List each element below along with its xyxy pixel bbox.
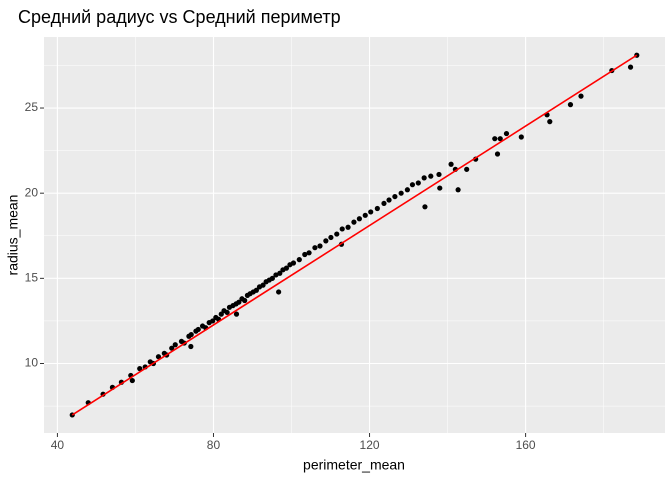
point (283, 265, 290, 271)
x-axis-title: perimeter_mean (303, 457, 405, 473)
point (210, 318, 216, 324)
point (381, 200, 387, 207)
point (518, 134, 524, 140)
point (155, 354, 162, 360)
point (386, 197, 392, 203)
point (236, 299, 242, 305)
point (188, 331, 194, 338)
point (437, 185, 443, 191)
point (627, 64, 634, 70)
point (273, 272, 279, 278)
point (334, 231, 340, 237)
y-tick-label: 10 (25, 356, 39, 370)
point (253, 287, 259, 293)
point (398, 190, 404, 196)
point (306, 250, 312, 256)
point (503, 130, 510, 137)
point (172, 342, 178, 348)
point (260, 282, 266, 288)
point (422, 204, 428, 210)
point (415, 180, 421, 186)
point (290, 260, 297, 266)
point (169, 345, 175, 351)
point (421, 175, 427, 181)
point (368, 209, 374, 215)
point (497, 136, 503, 142)
point (339, 226, 345, 232)
point (137, 366, 143, 372)
point (436, 171, 442, 178)
point (129, 377, 135, 384)
point (345, 224, 351, 230)
point (328, 234, 334, 241)
point (312, 245, 318, 251)
y-tick-label: 20 (25, 185, 39, 199)
point (374, 205, 380, 212)
x-tick-label: 40 (51, 438, 65, 452)
point (269, 275, 275, 281)
point (296, 257, 302, 263)
point (276, 289, 282, 295)
y-tick-label: 25 (25, 100, 39, 114)
point (323, 238, 329, 244)
x-tick-label: 120 (360, 438, 380, 452)
point (195, 326, 201, 333)
point (547, 119, 553, 125)
point (455, 187, 461, 193)
point (567, 102, 574, 108)
point (428, 173, 434, 179)
point (351, 219, 357, 225)
x-tick-label: 80 (207, 438, 221, 452)
point (464, 166, 470, 172)
point (317, 243, 323, 249)
point (188, 343, 194, 350)
point (277, 270, 283, 276)
point (409, 182, 416, 188)
point (242, 297, 248, 304)
point (578, 93, 584, 99)
point (404, 187, 410, 193)
point (392, 193, 398, 200)
fit-line (71, 54, 638, 416)
y-axis-title: radius_mean (5, 195, 21, 276)
point (356, 216, 362, 222)
chart-title: Средний радиус vs Средний периметр (18, 7, 341, 27)
point (302, 251, 308, 258)
point (448, 161, 454, 167)
x-tick-label: 160 (516, 438, 536, 452)
point (494, 151, 501, 157)
point (224, 309, 230, 316)
point (362, 212, 368, 218)
point (492, 136, 498, 142)
y-tick-label: 15 (25, 271, 39, 285)
point (233, 311, 240, 317)
